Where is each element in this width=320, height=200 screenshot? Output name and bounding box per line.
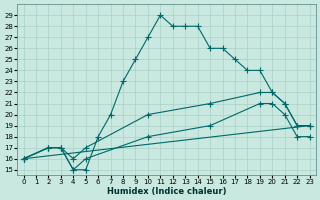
X-axis label: Humidex (Indice chaleur): Humidex (Indice chaleur) [107,187,226,196]
